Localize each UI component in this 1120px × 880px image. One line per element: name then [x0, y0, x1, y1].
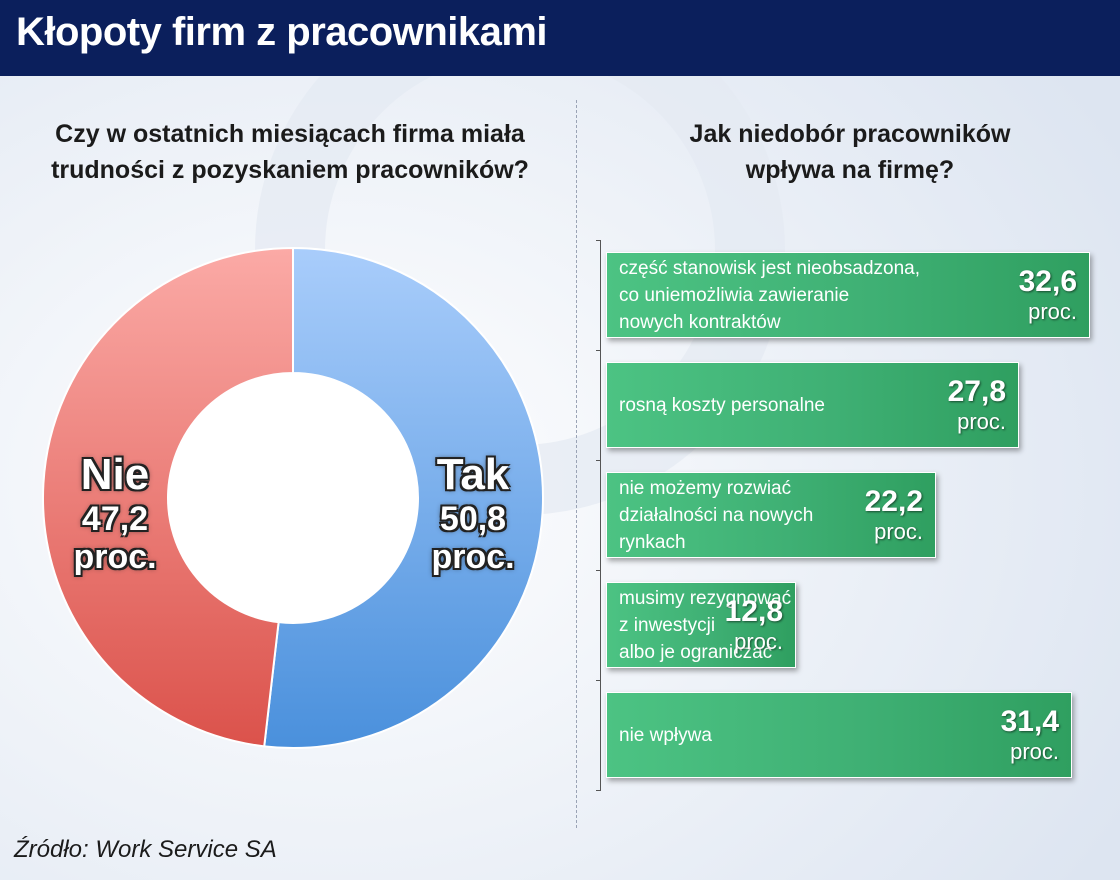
axis-tick: [596, 790, 601, 791]
slice-label-nie: Nie 47,2 proc.: [40, 450, 190, 576]
slice-name-tak: Tak: [436, 450, 510, 499]
right-question-line-1: Jak niedobór pracowników: [689, 120, 1011, 148]
axis-tick: [596, 680, 601, 681]
bar-label-line: nowych kontraktów: [619, 311, 781, 333]
bar-label-line: rosną koszty personalne: [619, 394, 825, 416]
right-question-line-2: wpływa na firmę?: [745, 156, 955, 184]
left-question-line-2: trudności z pozyskaniem pracowników?: [51, 156, 529, 184]
source-note: Źródło: Work Service SA: [14, 836, 277, 863]
bar-value: 32,6 proc.: [1019, 253, 1077, 337]
donut-chart: Nie 47,2 proc. Tak 50,8 proc.: [0, 230, 580, 790]
bar-investments: musimy rezygnować z inwestycji albo je o…: [606, 582, 796, 668]
bar-value-unit: proc.: [1010, 739, 1059, 764]
bar-unfilled-positions: część stanowisk jest nieobsadzona, co un…: [606, 252, 1090, 338]
bar-label: musimy rezygnować z inwestycji albo je o…: [619, 583, 791, 667]
left-question-line-1: Czy w ostatnich miesiącach firma miała: [55, 120, 525, 148]
bar-label-line: co uniemożliwia zawieranie: [619, 284, 850, 306]
bar-value: 31,4 proc.: [1001, 693, 1059, 777]
axis-tick: [596, 350, 601, 351]
bar-personnel-costs: rosną koszty personalne 27,8 proc.: [606, 362, 1019, 448]
axis-tick: [596, 570, 601, 571]
axis-tick: [596, 460, 601, 461]
bar-value-number: 22,2: [864, 485, 923, 518]
bar-no-impact: nie wpływa 31,4 proc.: [606, 692, 1072, 778]
bar-value-number: 32,6: [1018, 265, 1077, 298]
bar-label-line: z inwestycji: [619, 614, 716, 636]
header-bar: Kłopoty firm z pracownikami: [0, 0, 1120, 76]
bar-value-number: 31,4: [1000, 705, 1059, 738]
bar-value-unit: proc.: [874, 519, 923, 544]
axis-tick: [596, 240, 601, 241]
bar-label-line: nie wpływa: [619, 724, 712, 746]
page-title: Kłopoty firm z pracownikami: [16, 10, 548, 54]
divider: [576, 100, 577, 828]
bar-value: 12,8 proc.: [725, 583, 783, 667]
slice-label-tak: Tak 50,8 proc.: [400, 450, 546, 576]
right-question: Jak niedobór pracowników wpływa na firmę…: [590, 116, 1110, 188]
bar-value-unit: proc.: [1028, 299, 1077, 324]
bar-value-unit: proc.: [957, 409, 1006, 434]
bar-axis: [600, 240, 601, 790]
bar-value-number: 27,8: [947, 375, 1006, 408]
donut-hole: [168, 373, 418, 623]
slice-value-tak: 50,8: [439, 500, 507, 538]
bar-label-line: albo je ograniczać: [619, 641, 773, 663]
donut-svg: [42, 246, 544, 749]
bar-value: 27,8 proc.: [948, 363, 1006, 447]
slice-unit-nie: proc.: [73, 538, 157, 576]
bar-label-line: działalności na nowych: [619, 504, 814, 526]
bar-label-line: część stanowisk jest nieobsadzona,: [619, 257, 920, 279]
bar-new-markets: nie możemy rozwiać działalności na nowyc…: [606, 472, 936, 558]
bar-label-line: rynkach: [619, 531, 686, 553]
bar-label: rosną koszty personalne: [619, 363, 825, 447]
bar-label-line: musimy rezygnować: [619, 587, 792, 609]
bar-value-number: 12,8: [724, 595, 783, 628]
slice-unit-tak: proc.: [431, 538, 515, 576]
bar-value: 22,2 proc.: [865, 473, 923, 557]
left-question: Czy w ostatnich miesiącach firma miała t…: [10, 116, 570, 188]
bar-label: nie możemy rozwiać działalności na nowyc…: [619, 473, 813, 557]
bar-label: nie wpływa: [619, 693, 712, 777]
bar-label: część stanowisk jest nieobsadzona, co un…: [619, 253, 920, 337]
slice-value-nie: 47,2: [81, 500, 149, 538]
bar-value-unit: proc.: [734, 629, 783, 654]
slice-name-nie: Nie: [80, 450, 150, 499]
bar-label-line: nie możemy rozwiać: [619, 477, 792, 499]
